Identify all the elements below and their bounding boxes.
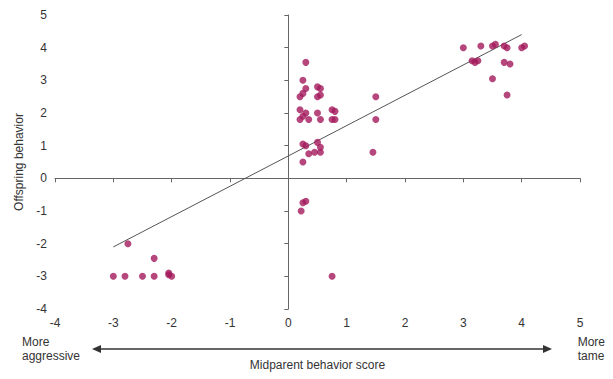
svg-text:Offspring behavior: Offspring behavior	[12, 113, 26, 211]
svg-text:tame: tame	[578, 349, 605, 363]
svg-text:-4: -4	[36, 302, 47, 316]
svg-text:5: 5	[577, 316, 584, 330]
svg-text:-1: -1	[225, 316, 236, 330]
svg-text:More: More	[578, 335, 606, 349]
svg-text:-2: -2	[36, 237, 47, 251]
svg-text:-3: -3	[108, 316, 119, 330]
svg-text:3: 3	[460, 316, 467, 330]
svg-text:4: 4	[518, 316, 525, 330]
svg-text:2: 2	[402, 316, 409, 330]
svg-text:0: 0	[40, 171, 47, 185]
svg-text:1: 1	[343, 316, 350, 330]
svg-text:2: 2	[40, 106, 47, 120]
svg-text:1: 1	[40, 139, 47, 153]
svg-text:Midparent behavior score: Midparent behavior score	[250, 358, 386, 372]
svg-text:5: 5	[40, 8, 47, 22]
svg-text:-2: -2	[166, 316, 177, 330]
svg-text:-3: -3	[36, 269, 47, 283]
svg-text:3: 3	[40, 73, 47, 87]
svg-text:More: More	[22, 335, 50, 349]
svg-text:-4: -4	[50, 316, 61, 330]
svg-text:4: 4	[40, 41, 47, 55]
svg-text:0: 0	[285, 316, 292, 330]
svg-text:aggressive: aggressive	[22, 349, 80, 363]
svg-text:-1: -1	[36, 204, 47, 218]
